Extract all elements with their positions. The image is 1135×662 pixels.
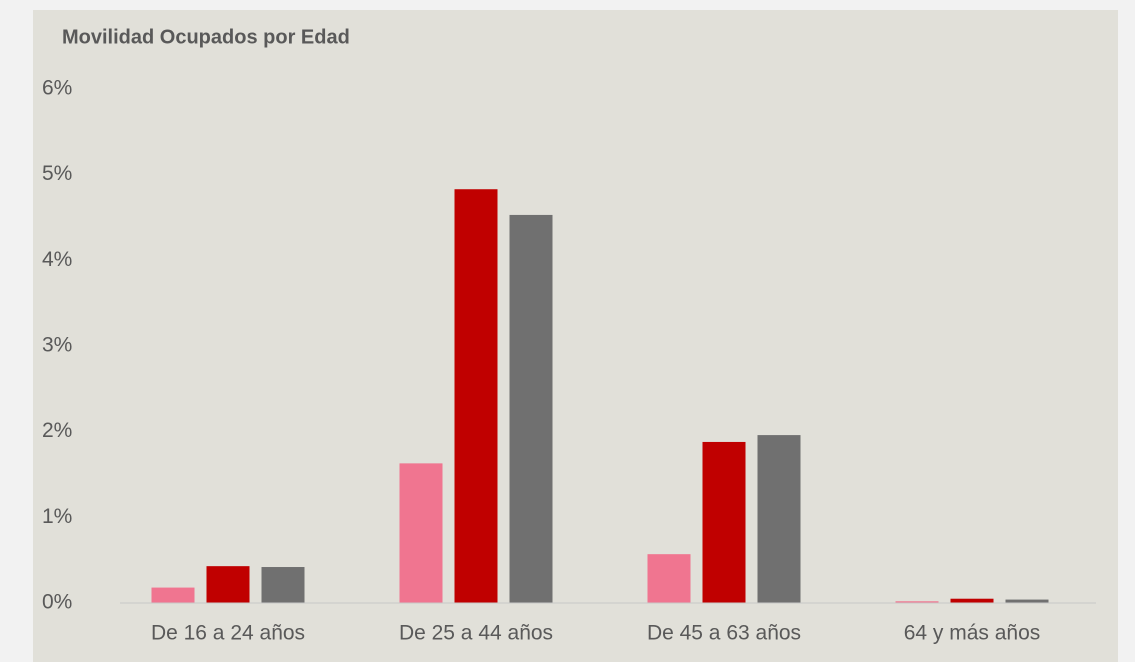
bar (399, 463, 443, 603)
y-tick-label: 5% (42, 162, 72, 185)
bar (454, 189, 498, 604)
bar (895, 601, 939, 603)
bar (702, 441, 746, 603)
y-tick-label: 4% (42, 248, 72, 271)
x-tick-label: De 25 a 44 años (399, 622, 553, 645)
bar (647, 554, 691, 603)
bar (206, 566, 250, 603)
x-tick-label: De 45 a 63 años (647, 622, 801, 645)
y-tick-label: 0% (42, 591, 72, 614)
y-tick-label: 1% (42, 505, 72, 528)
bar (1005, 599, 1049, 603)
bar (757, 435, 801, 603)
x-tick-label: 64 y más años (904, 622, 1041, 645)
y-tick-label: 3% (42, 334, 72, 357)
y-tick-label: 2% (42, 419, 72, 442)
bar (151, 587, 195, 603)
bar (261, 567, 305, 603)
bar (509, 214, 553, 603)
x-tick-label: De 16 a 24 años (151, 622, 305, 645)
bar (950, 598, 994, 603)
y-tick-label: 6% (42, 77, 72, 100)
chart-panel (33, 10, 1118, 662)
chart-title: Movilidad Ocupados por Edad (62, 26, 350, 48)
